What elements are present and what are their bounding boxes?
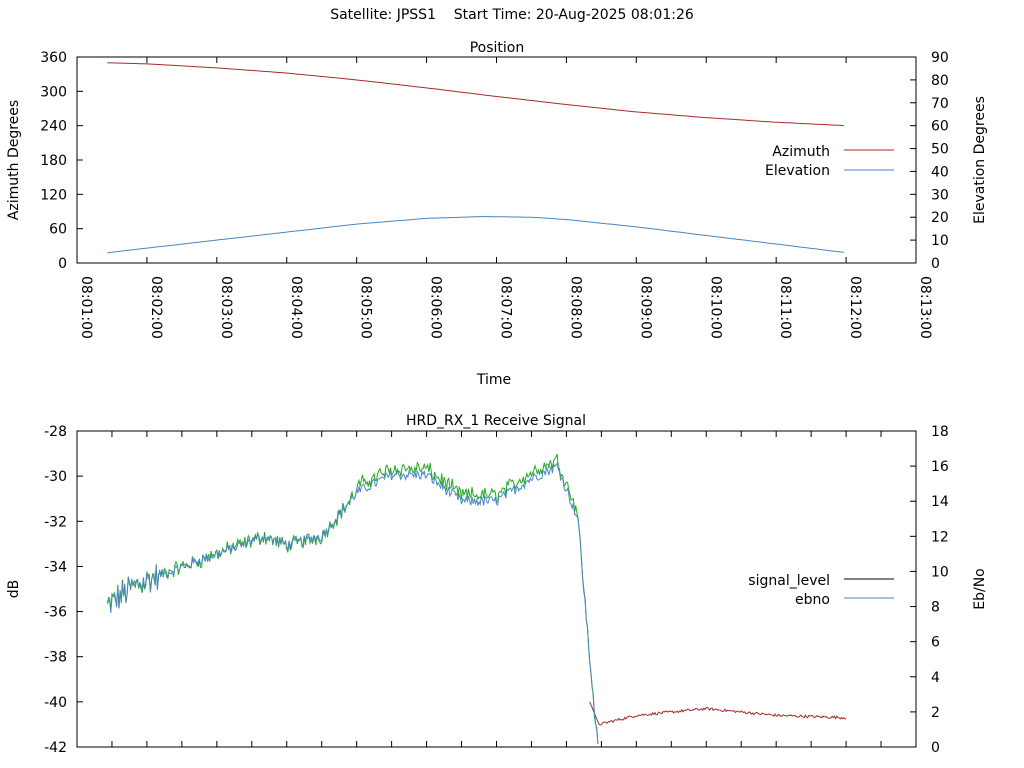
position-plot-frame xyxy=(76,56,917,264)
position-time-axis: 08:01:00 08:02:00 08:03:00 08:04:00 08:05:00… xyxy=(76,57,933,339)
signal-right-tick-label: 18 xyxy=(931,424,949,440)
signal-level-tail-trace xyxy=(589,701,847,726)
legend-signal-level-label: signal_level xyxy=(748,573,830,589)
position-left-tick-label: 360 xyxy=(40,50,67,66)
signal-ylabel: dB xyxy=(6,580,22,599)
satellite-label: Satellite: JPSS1 xyxy=(330,7,436,23)
signal-right-tick-label: 16 xyxy=(931,459,949,475)
position-left-tick-label: 0 xyxy=(58,256,67,272)
signal-level-trace xyxy=(106,453,599,745)
signal-left-tick-label: -28 xyxy=(44,424,67,440)
signal-title: HRD_RX_1 Receive Signal xyxy=(406,413,586,429)
position-time-tick-label: 08:04:00 xyxy=(288,276,304,339)
position-right-tick-label: 10 xyxy=(931,233,949,249)
position-legend: Azimuth Elevation xyxy=(765,144,894,179)
position-time-tick-label: 08:06:00 xyxy=(428,276,444,339)
signal-time-ticks xyxy=(76,431,917,747)
position-left-tick-label: 120 xyxy=(40,187,67,203)
position-left-tick-label: 60 xyxy=(49,222,67,238)
position-time-tick-label: 08:13:00 xyxy=(917,276,933,339)
position-right-tick-label: 0 xyxy=(931,256,940,272)
signal-right-tick-label: 2 xyxy=(931,705,940,721)
position-title: Position xyxy=(470,40,525,56)
position-right-tick-label: 60 xyxy=(931,119,949,135)
position-time-tick-label: 08:10:00 xyxy=(707,276,723,339)
signal-right-axis: 0 2 4 6 8 10 12 14 16 18 xyxy=(910,424,949,756)
position-time-tick-label: 08:09:00 xyxy=(637,276,653,339)
position-y2label: Elevation Degrees xyxy=(972,96,988,224)
position-left-axis: 0 60 120 180 240 300 360 xyxy=(40,50,83,272)
signal-left-axis: -42 -40 -38 -36 -34 -32 -30 -28 xyxy=(44,424,83,756)
signal-left-tick-label: -32 xyxy=(44,514,67,530)
position-time-tick-label: 08:02:00 xyxy=(148,276,164,339)
signal-chart: HRD_RX_1 Receive Signal -42-40-38-36-34-… xyxy=(6,413,988,756)
position-time-tick-label: 08:03:00 xyxy=(218,276,234,339)
position-right-tick-label: 20 xyxy=(931,210,949,226)
signal-right-tick-label: 14 xyxy=(931,494,949,510)
ebno-line xyxy=(107,462,599,743)
position-time-tick-label: 08:05:00 xyxy=(358,276,374,339)
position-chart: Position 0 60 120 180 240 300 360 0 10 20 30 40 50 6… xyxy=(6,40,988,388)
signal-right-tick-label: 6 xyxy=(931,635,940,651)
position-right-tick-label: 90 xyxy=(931,50,949,66)
position-right-axis: 0 10 20 30 40 50 60 70 80 90 xyxy=(910,50,949,272)
position-right-tick-label: 80 xyxy=(931,73,949,89)
azimuth-line xyxy=(107,62,844,127)
position-ylabel: Azimuth Degrees xyxy=(6,100,22,220)
signal-right-tick-label: 8 xyxy=(931,600,940,616)
position-xlabel: Time xyxy=(476,372,511,388)
signal-left-tick-label: -36 xyxy=(44,605,67,621)
legend-elevation-label: Elevation xyxy=(765,163,830,179)
header-title: Satellite: JPSS1 Start Time: 20-Aug-2025… xyxy=(0,7,1024,23)
position-left-tick-label: 180 xyxy=(40,153,67,169)
position-time-tick-label: 08:07:00 xyxy=(498,276,514,339)
signal-right-tick-label: 4 xyxy=(931,670,940,686)
signal-left-tick-label: -40 xyxy=(44,695,67,711)
signal-right-tick-label: 0 xyxy=(931,740,940,756)
legend-azimuth-label: Azimuth xyxy=(772,144,830,160)
start-time-label: Start Time: 20-Aug-2025 08:01:26 xyxy=(453,7,694,23)
position-time-tick-label: 08:01:00 xyxy=(78,276,94,339)
position-right-tick-label: 50 xyxy=(931,142,949,158)
signal-left-tick-label: -38 xyxy=(44,650,67,666)
signal-left-tick-label: -42 xyxy=(44,740,67,756)
signal-legend: signal_level ebno xyxy=(748,573,894,608)
signal-y2label: Eb/No xyxy=(972,568,988,610)
signal-right-tick-label: 12 xyxy=(931,529,949,545)
position-left-tick-label: 240 xyxy=(40,119,67,135)
signal-left-tick-label: -30 xyxy=(44,469,67,485)
position-time-tick-label: 08:11:00 xyxy=(777,276,793,339)
signal-right-tick-label: 10 xyxy=(931,564,949,580)
position-right-tick-label: 30 xyxy=(931,187,949,203)
legend-ebno-label: ebno xyxy=(795,592,830,608)
elevation-line xyxy=(107,216,844,254)
signal-left-tick-label: -34 xyxy=(44,559,67,575)
signal-plot-frame xyxy=(76,430,917,748)
position-right-tick-label: 70 xyxy=(931,96,949,112)
position-right-tick-label: 40 xyxy=(931,164,949,180)
position-time-tick-label: 08:08:00 xyxy=(567,276,583,339)
position-time-tick-label: 08:12:00 xyxy=(847,276,863,339)
position-left-tick-label: 300 xyxy=(40,84,67,100)
